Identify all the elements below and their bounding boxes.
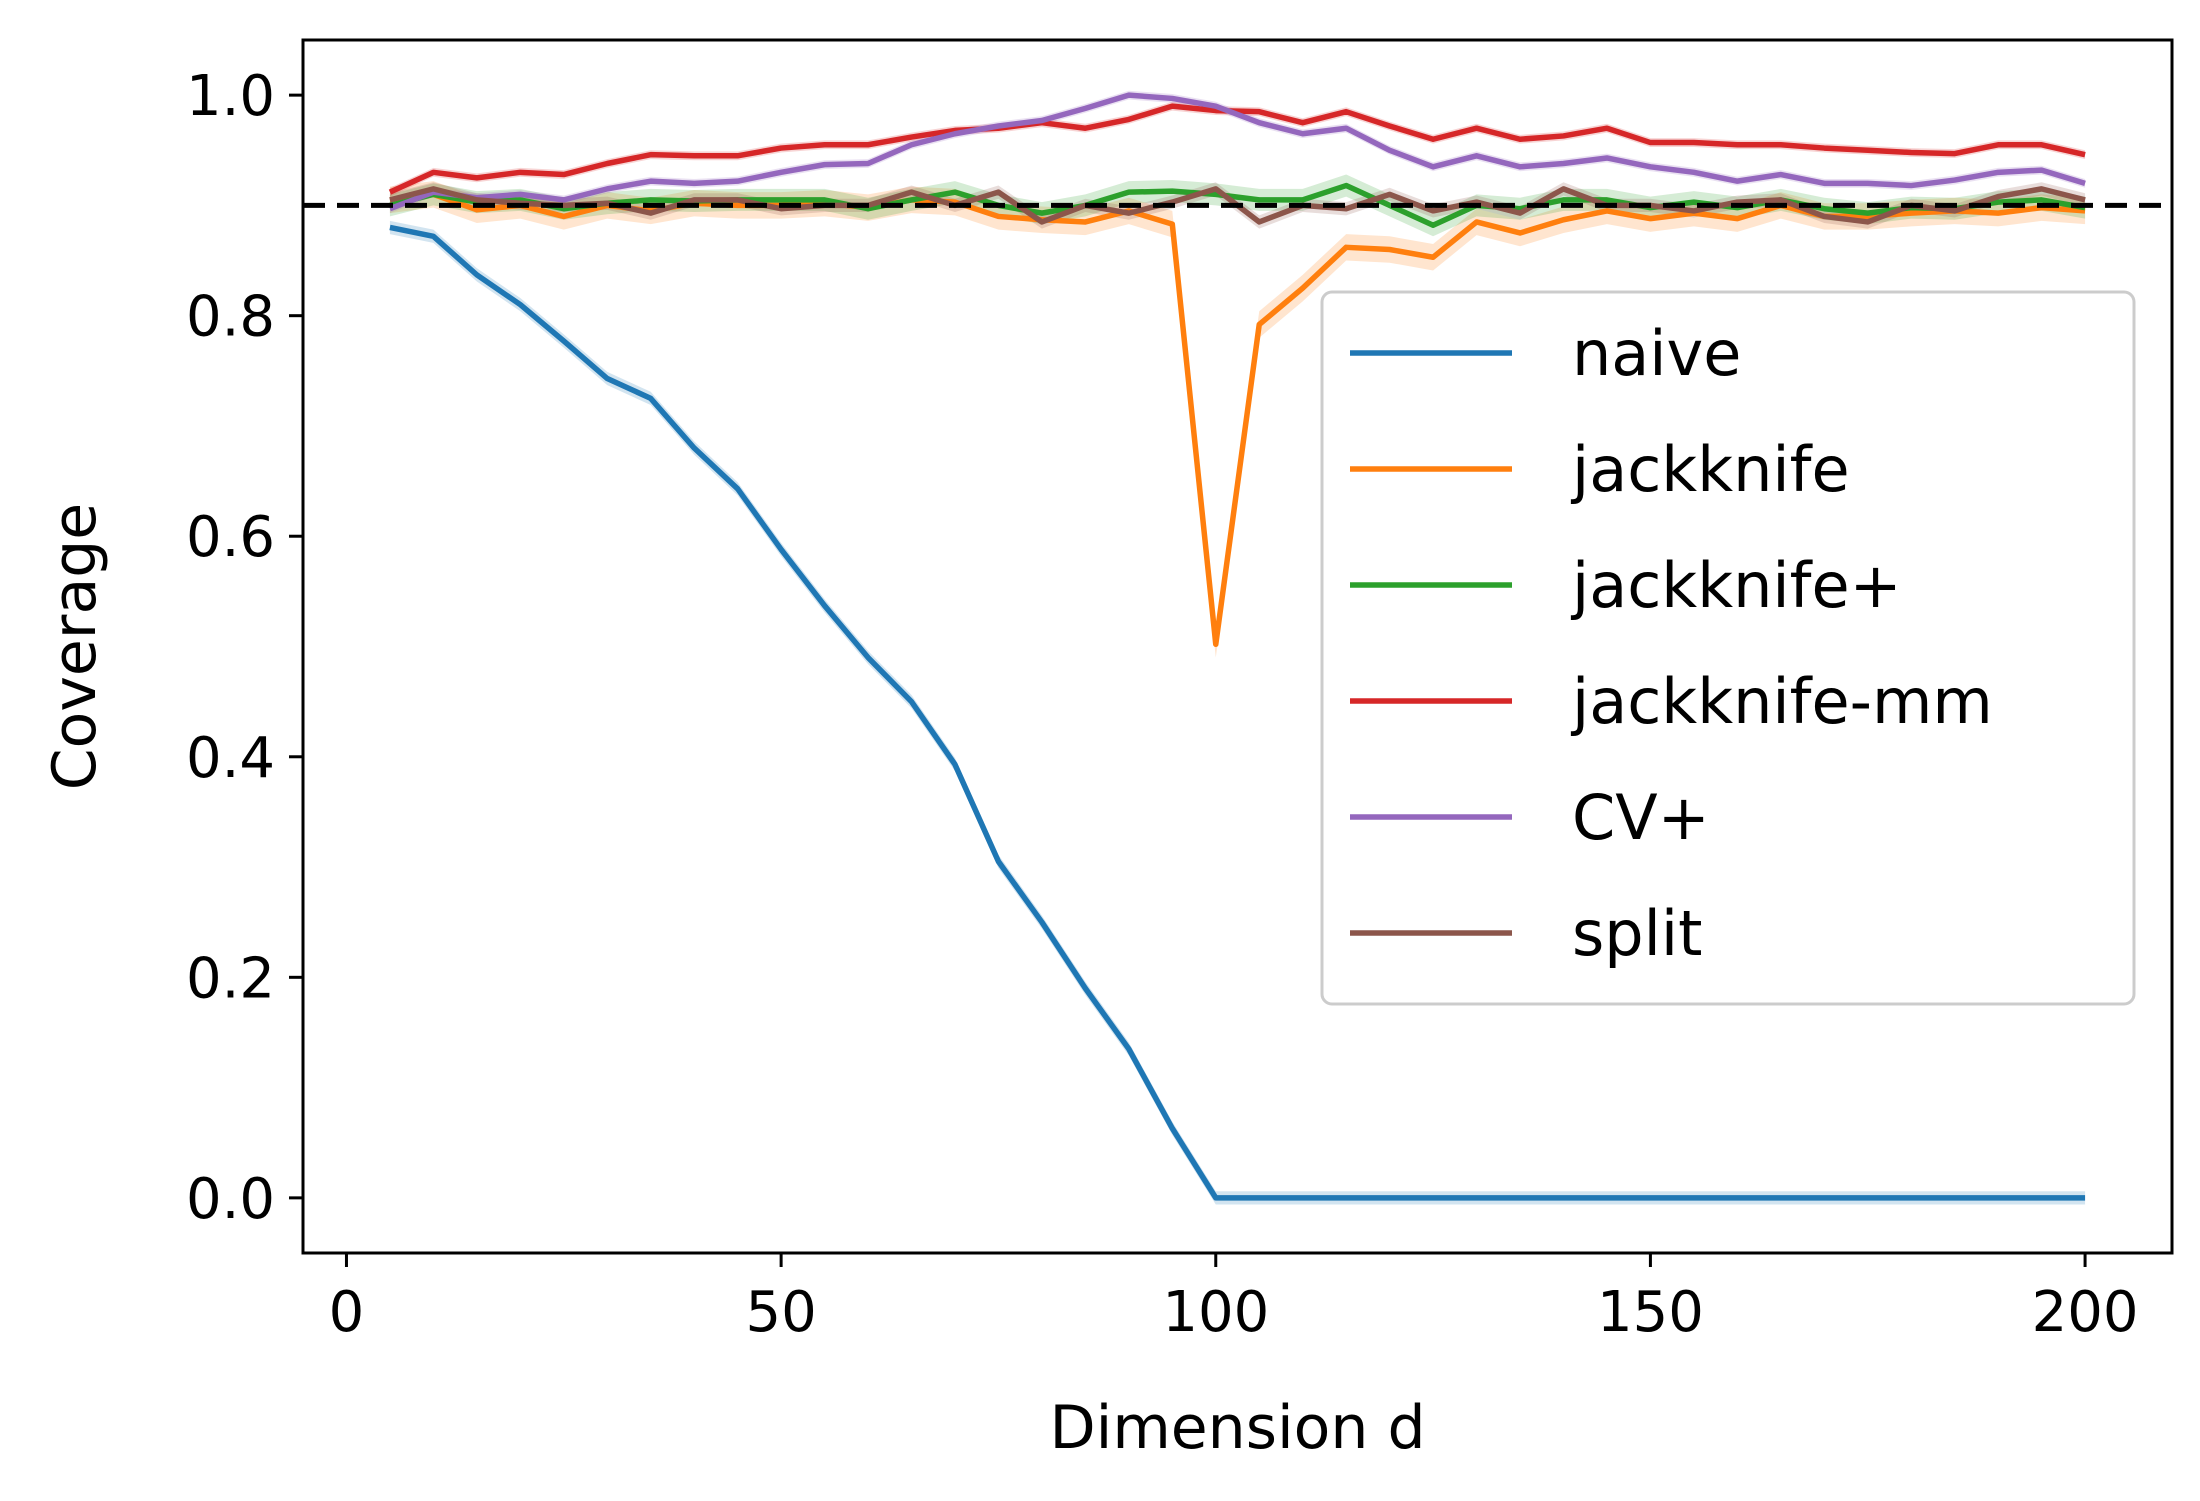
legend-label-jackknife+: jackknife+ (1570, 549, 1902, 622)
x-tick-label: 100 (1162, 1280, 1269, 1345)
legend-label-jackknife-mm: jackknife-mm (1570, 665, 1993, 738)
x-tick-label: 150 (1597, 1280, 1704, 1345)
y-tick-label: 0.8 (186, 285, 275, 350)
x-tick-label: 200 (2032, 1280, 2139, 1345)
legend-label-naive: naive (1572, 317, 1741, 390)
series-line-jackknife-mm (388, 103, 2086, 195)
plot-frame (301, 38, 2174, 1255)
legend-label-jackknife: jackknife (1570, 433, 1850, 506)
y-axis-label: Coverage (40, 503, 110, 790)
x-axis-label: Dimension d (1049, 1393, 1425, 1463)
legend: naive jackknife jackknife+ jackknife-mm CV+ s… (1320, 290, 2136, 1006)
y-tick-label: 0.4 (186, 726, 275, 791)
x-tick-label: 50 (745, 1280, 816, 1345)
y-tick-label: 0.6 (186, 505, 275, 570)
axes: 0 50 100 150 200 0.0 0.2 0.4 0.6 0.8 1.0 (186, 38, 2174, 1345)
y-tick-label: 1.0 (186, 64, 275, 129)
plot-area (303, 90, 2172, 1205)
series-line-CV+ (388, 92, 2086, 212)
y-tick-label: 0.0 (186, 1167, 275, 1232)
legend-box (1320, 290, 2136, 1006)
x-tick-label: 0 (329, 1280, 365, 1345)
legend-label-CV+: CV+ (1572, 781, 1710, 854)
y-tick-label: 0.2 (186, 946, 275, 1011)
band-jackknife-mm (389, 101, 2086, 197)
series-line-naive (389, 224, 2086, 1201)
legend-label-split: split (1572, 897, 1702, 970)
